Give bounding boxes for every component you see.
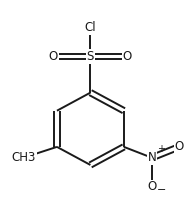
Text: O: O: [123, 50, 132, 63]
Text: S: S: [87, 50, 94, 63]
Text: Cl: Cl: [85, 21, 96, 34]
Text: O: O: [147, 180, 157, 193]
Text: +: +: [157, 144, 165, 154]
Text: O: O: [49, 50, 58, 63]
Text: CH3: CH3: [11, 151, 36, 164]
Text: −: −: [157, 185, 166, 195]
Text: O: O: [174, 140, 184, 153]
Text: N: N: [148, 151, 156, 164]
